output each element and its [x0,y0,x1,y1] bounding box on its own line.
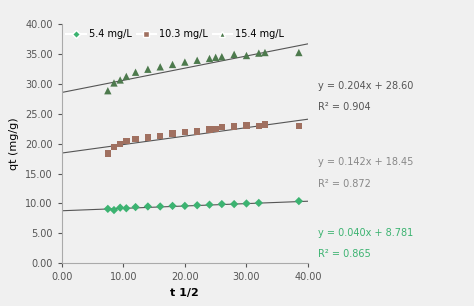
Point [230,124,238,129]
Point [169,131,176,136]
Point [110,144,118,149]
Point [181,129,189,134]
Point [132,136,139,141]
Point [181,60,189,65]
Point [193,129,201,134]
Point [144,204,152,209]
Point [218,202,226,207]
Text: R² = 0.872: R² = 0.872 [318,179,371,188]
Point [110,207,118,212]
Text: y = 0.142x + 18.45: y = 0.142x + 18.45 [318,157,413,167]
Point [181,203,189,208]
Point [255,51,263,56]
Point [122,206,130,211]
Text: R² = 0.904: R² = 0.904 [318,102,370,112]
Point [169,62,176,67]
Point [218,125,226,129]
Point [104,88,112,93]
Point [193,203,201,208]
Point [255,123,263,128]
Point [122,138,130,143]
Point [117,141,124,146]
Point [295,199,303,203]
Point [243,201,250,206]
Point [132,70,139,75]
Text: y = 0.204x + 28.60: y = 0.204x + 28.60 [318,81,413,91]
Point [156,134,164,139]
Point [156,204,164,209]
Point [295,123,303,128]
Point [243,53,250,58]
Point [206,56,213,61]
Legend: 5.4 mg/L, 10.3 mg/L, 15.4 mg/L: 5.4 mg/L, 10.3 mg/L, 15.4 mg/L [66,29,284,39]
Point [255,200,263,205]
Point [206,202,213,207]
Point [261,122,269,127]
Point [104,151,112,156]
Point [132,205,139,210]
Point [117,205,124,210]
Point [169,203,176,208]
Point [230,52,238,57]
Point [144,67,152,72]
Point [218,54,226,59]
X-axis label: t 1/2: t 1/2 [171,288,199,298]
Point [193,58,201,63]
Point [117,77,124,82]
Point [295,50,303,55]
Point [122,74,130,79]
Point [212,55,219,60]
Point [243,123,250,128]
Y-axis label: qt (mg/g): qt (mg/g) [9,118,19,170]
Point [212,126,219,131]
Point [156,64,164,69]
Point [144,135,152,140]
Point [261,50,269,55]
Point [230,202,238,207]
Text: R² = 0.865: R² = 0.865 [318,249,370,259]
Point [110,80,118,85]
Text: y = 0.040x + 8.781: y = 0.040x + 8.781 [318,228,413,237]
Point [206,127,213,132]
Point [104,207,112,211]
